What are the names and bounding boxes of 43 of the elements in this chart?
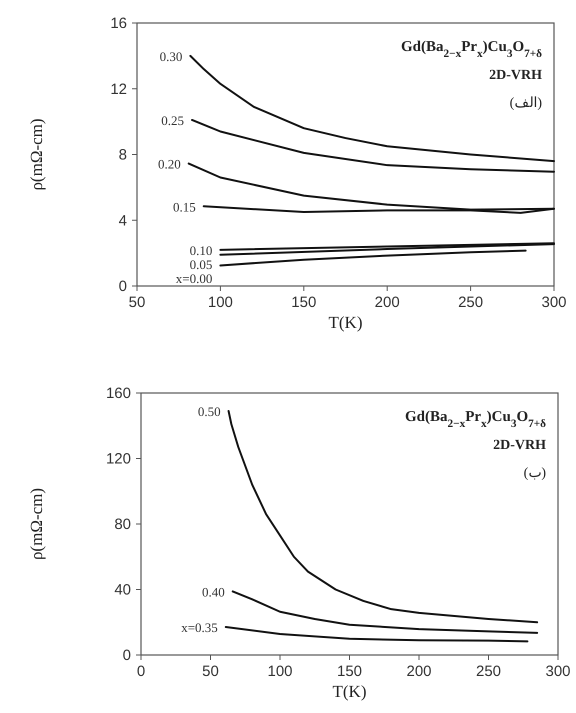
x-tick-label: 250 [458,294,484,311]
y-tick-label: 80 [114,516,131,533]
x-tick-label: 250 [476,663,502,680]
x-tick-label: 150 [291,294,316,311]
series-label: x=0.35 [181,620,218,635]
series-label: 0.10 [190,242,212,258]
annotation: Gd(Ba$_{2−x}$Pr$_{x}$)Cu$_{3}$O$_{7+δ}$ [401,39,542,60]
annotation: 2D-VRH [493,438,546,453]
x-axis-title: T(K) [328,313,362,332]
y-tick-label: 8 [118,146,127,164]
series-label: 0.30 [160,48,182,64]
series-label: 0.20 [158,156,181,172]
series-label: 0.25 [161,112,184,128]
series-label: 0.40 [202,584,225,600]
y-tick-label: 120 [106,450,131,468]
y-tick-label: 0 [122,647,131,664]
x-tick-label: 50 [202,663,219,680]
y-tick-label: 160 [106,385,131,402]
y-axis-title: ρ(mΩ-cm) [27,118,46,191]
y-tick-label: 12 [110,80,127,98]
series-label: 0.15 [172,199,196,214]
annotation: (الف) [510,96,542,111]
series-label: x=0.00 [176,270,212,286]
y-tick-label: 4 [118,212,127,230]
x-tick-label: 200 [406,663,432,680]
x-tick-label: 300 [545,663,571,680]
annotation: 2D-VRH [489,68,542,83]
y-tick-label: 16 [110,15,127,32]
y-axis-title: ρ(mΩ-cm) [27,488,46,560]
annotation: (ب) [524,466,546,481]
x-tick-label: 100 [267,663,293,680]
x-axis-title: T(K) [332,682,366,701]
x-tick-label: 0 [136,663,146,680]
x-tick-label: 100 [208,294,233,311]
x-tick-label: 200 [374,294,400,311]
series-label: 0.50 [198,404,221,420]
x-tick-label: 50 [128,294,146,311]
series-label: 0.05 [190,256,212,272]
x-tick-label: 150 [336,663,362,680]
y-tick-label: 40 [114,582,131,598]
x-tick-label: 300 [541,294,567,311]
y-tick-label: 0 [118,278,127,295]
annotation: Gd(Ba$_{2−x}$Pr$_{x}$)Cu$_{3}$O$_{7+δ}$ [405,409,546,430]
